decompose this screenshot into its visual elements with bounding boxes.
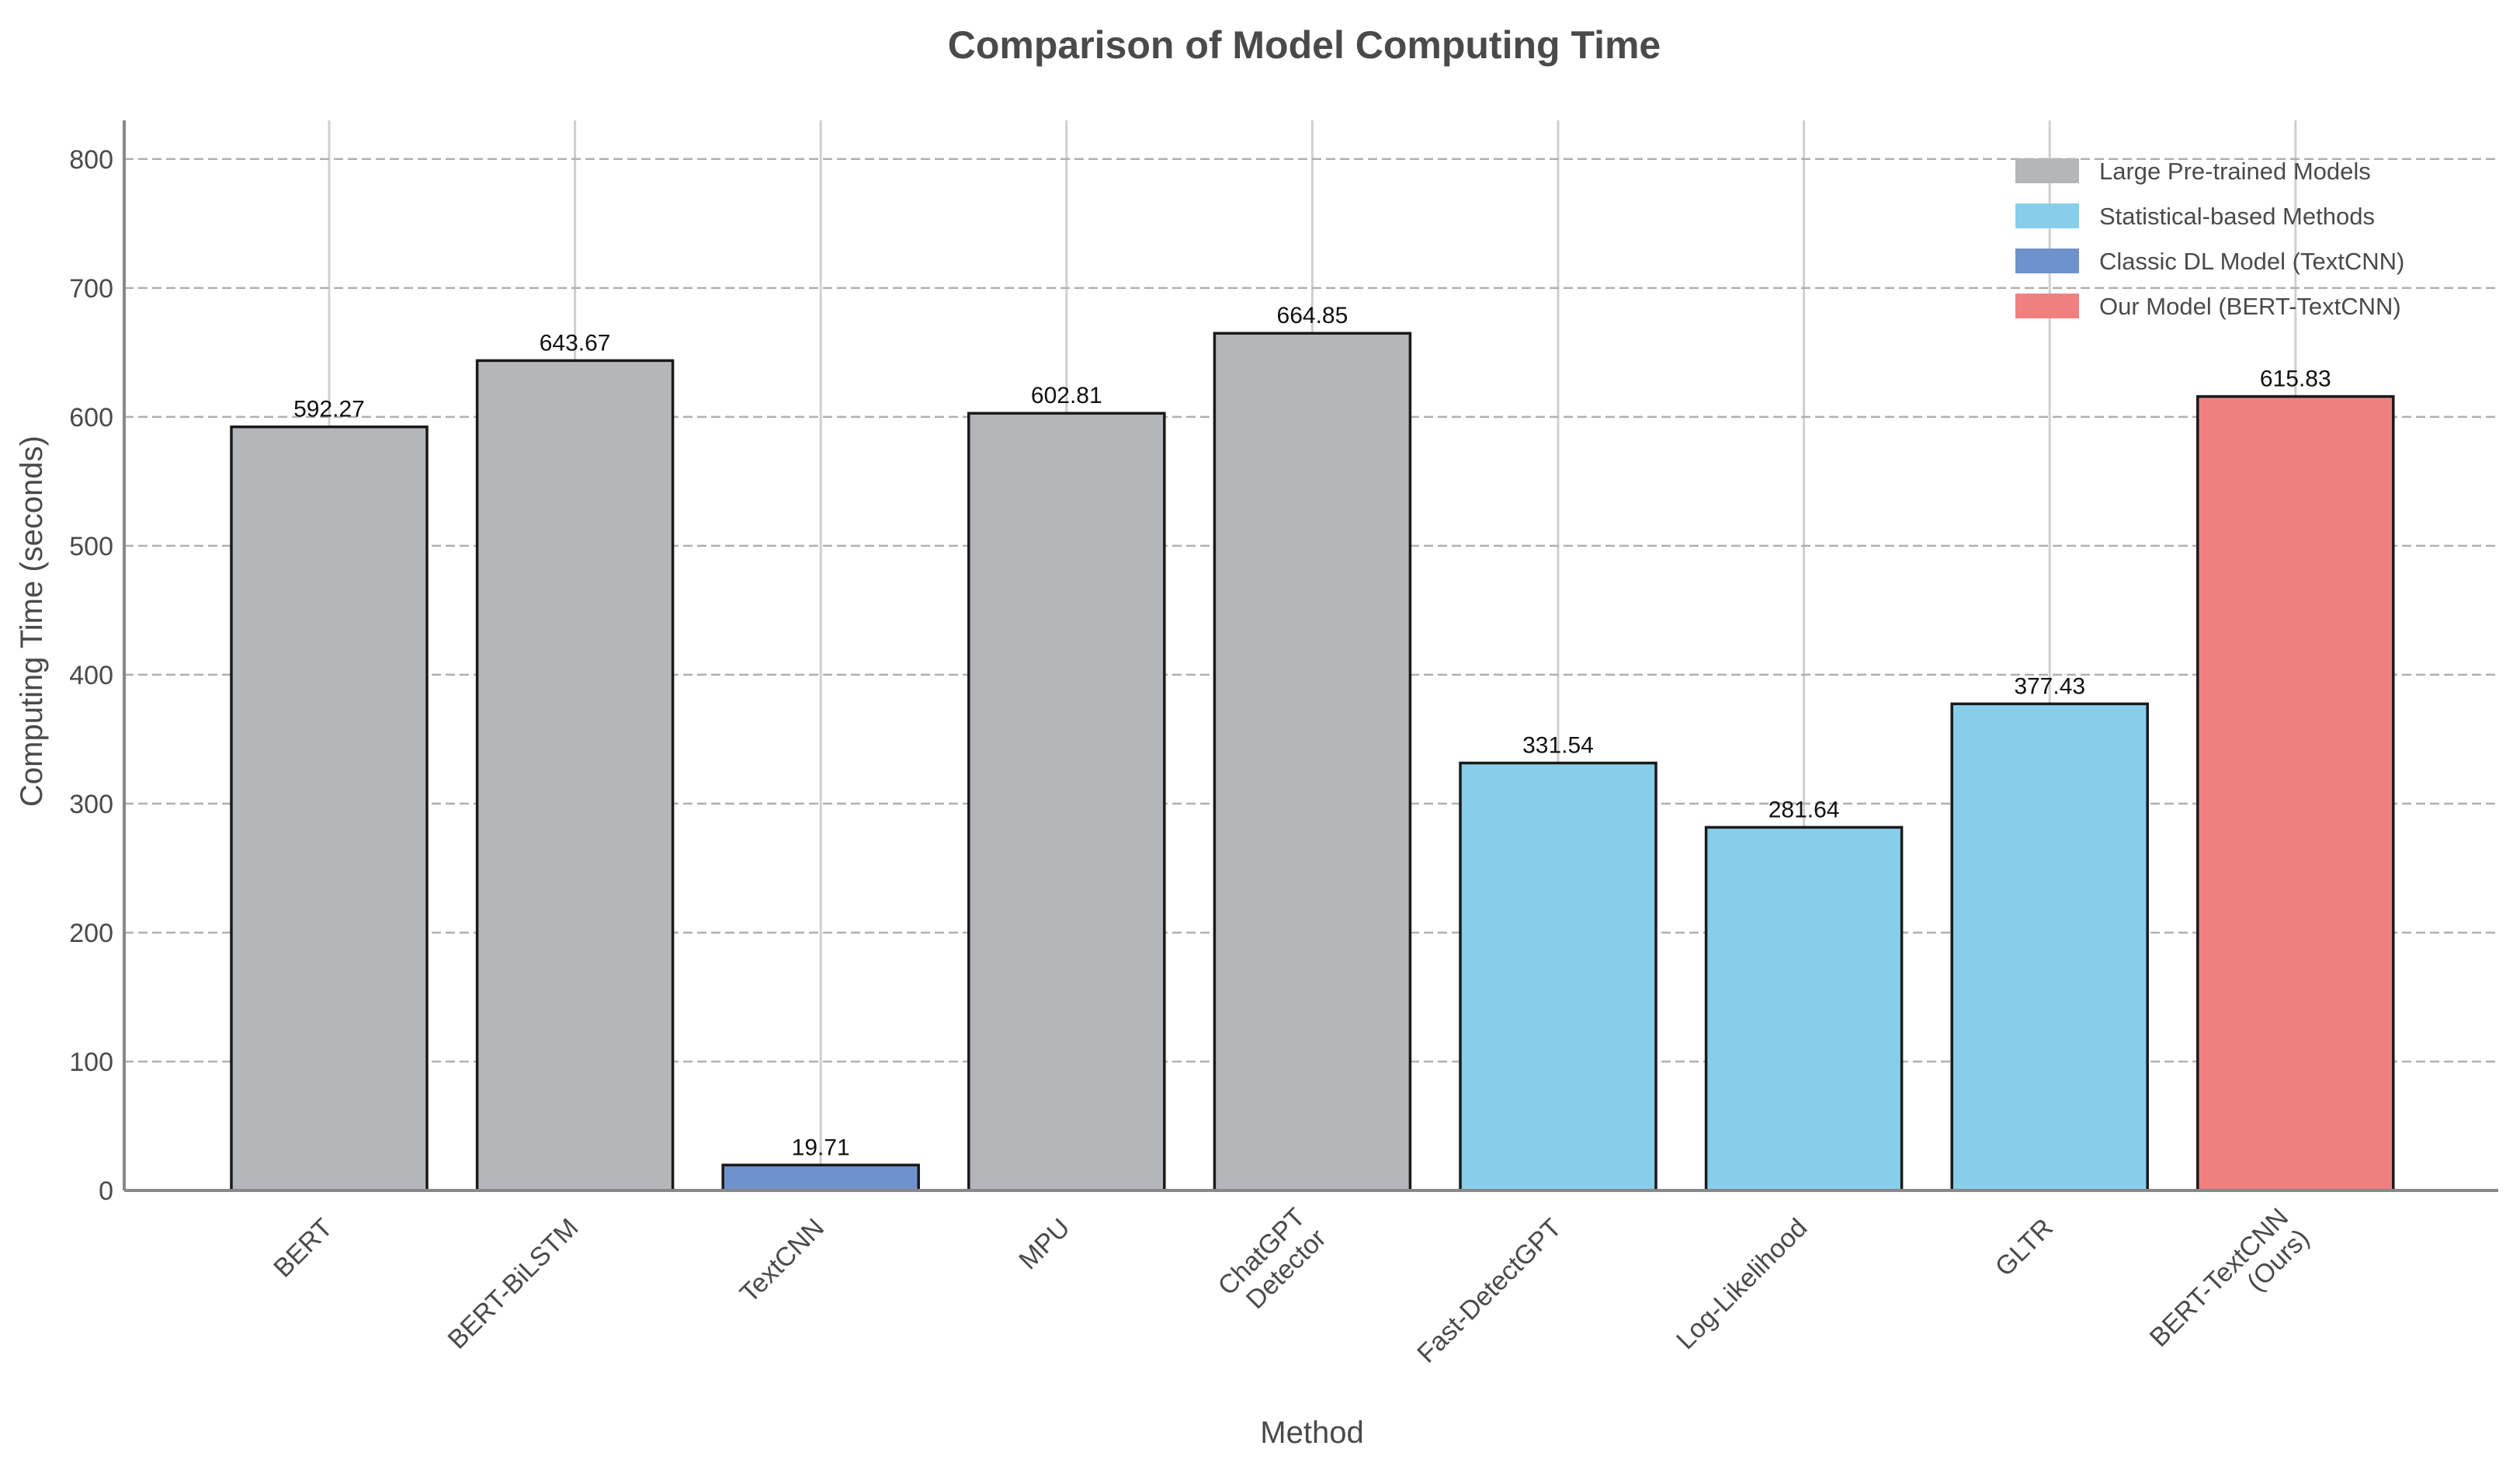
bar [1704, 825, 1904, 1192]
legend-swatch [2015, 294, 2079, 318]
y-tick-label: 0 [99, 1176, 113, 1206]
value-label: 281.64 [1769, 797, 1840, 822]
value-label: 602.81 [1031, 383, 1102, 408]
y-tick-label: 500 [69, 532, 113, 561]
x-tick-line: TextCNN [734, 1213, 830, 1308]
legend-label: Our Model (BERT-TextCNN) [2099, 293, 2401, 320]
bar [721, 1163, 920, 1192]
x-tick-line: Log-Likelihood [1671, 1213, 1813, 1355]
x-tick-line: BERT-BiLSTM [443, 1213, 585, 1355]
value-label: 331.54 [1522, 733, 1594, 759]
y-axis-label: Computing Time (seconds) [15, 436, 49, 807]
x-axis-label: Method [1260, 1416, 1363, 1450]
bar [1213, 332, 1412, 1192]
value-label: 664.85 [1277, 303, 1349, 328]
bar [1459, 761, 1657, 1192]
x-tick-line: Fast-DetectGPT [1411, 1213, 1567, 1369]
x-tick-label: Fast-DetectGPT [1411, 1213, 1567, 1369]
value-label: 615.83 [2260, 367, 2331, 392]
y-tick-label: 400 [69, 661, 113, 690]
y-tick-label: 200 [69, 919, 113, 948]
bars [230, 332, 2395, 1192]
legend-swatch [2015, 203, 2079, 228]
legend: Large Pre-trained Models Statistical-base… [2015, 158, 2404, 320]
x-tick-label: BERT-BiLSTM [443, 1213, 585, 1355]
y-tick-label: 600 [69, 403, 113, 433]
x-tick-label: BERT-TextCNN(Ours) [2144, 1203, 2315, 1374]
x-tick-line: GLTR [1990, 1213, 2059, 1282]
x-tick-label: BERT [268, 1213, 338, 1284]
legend-label: Large Pre-trained Models [2099, 158, 2371, 185]
bar [230, 425, 429, 1192]
x-tick-label: Log-Likelihood [1671, 1213, 1813, 1355]
legend-swatch [2015, 248, 2079, 273]
legend-label: Classic DL Model (TextCNN) [2099, 248, 2404, 275]
legend-label: Statistical-based Methods [2099, 203, 2375, 230]
y-tick-label: 800 [69, 145, 113, 175]
x-tick-line: MPU [1013, 1213, 1075, 1275]
bar [967, 412, 1166, 1192]
value-label: 19.71 [792, 1135, 850, 1160]
legend-swatch [2015, 158, 2079, 183]
x-tick-label: GLTR [1990, 1213, 2059, 1282]
bar [2196, 394, 2395, 1192]
axes [123, 120, 2498, 1192]
value-labels: 592.27 643.67 19.71 602.81 664.85 331.54 281.6… [293, 303, 2331, 1160]
value-label: 643.67 [540, 330, 611, 356]
value-label: 592.27 [293, 397, 365, 422]
y-tick-label: 300 [69, 790, 113, 819]
x-tick-label: TextCNN [734, 1213, 830, 1308]
x-tick-label: ChatGPTDetector [1213, 1203, 1332, 1322]
y-tick-label: 100 [69, 1048, 113, 1077]
x-tick-line: BERT [268, 1213, 338, 1284]
bar [1950, 702, 2149, 1192]
y-tick-label: 700 [69, 274, 113, 304]
chart-title: Comparison of Model Computing Time [948, 23, 1661, 67]
value-label: 377.43 [2014, 673, 2085, 699]
x-tick-label: MPU [1013, 1213, 1075, 1275]
bar [475, 359, 675, 1192]
